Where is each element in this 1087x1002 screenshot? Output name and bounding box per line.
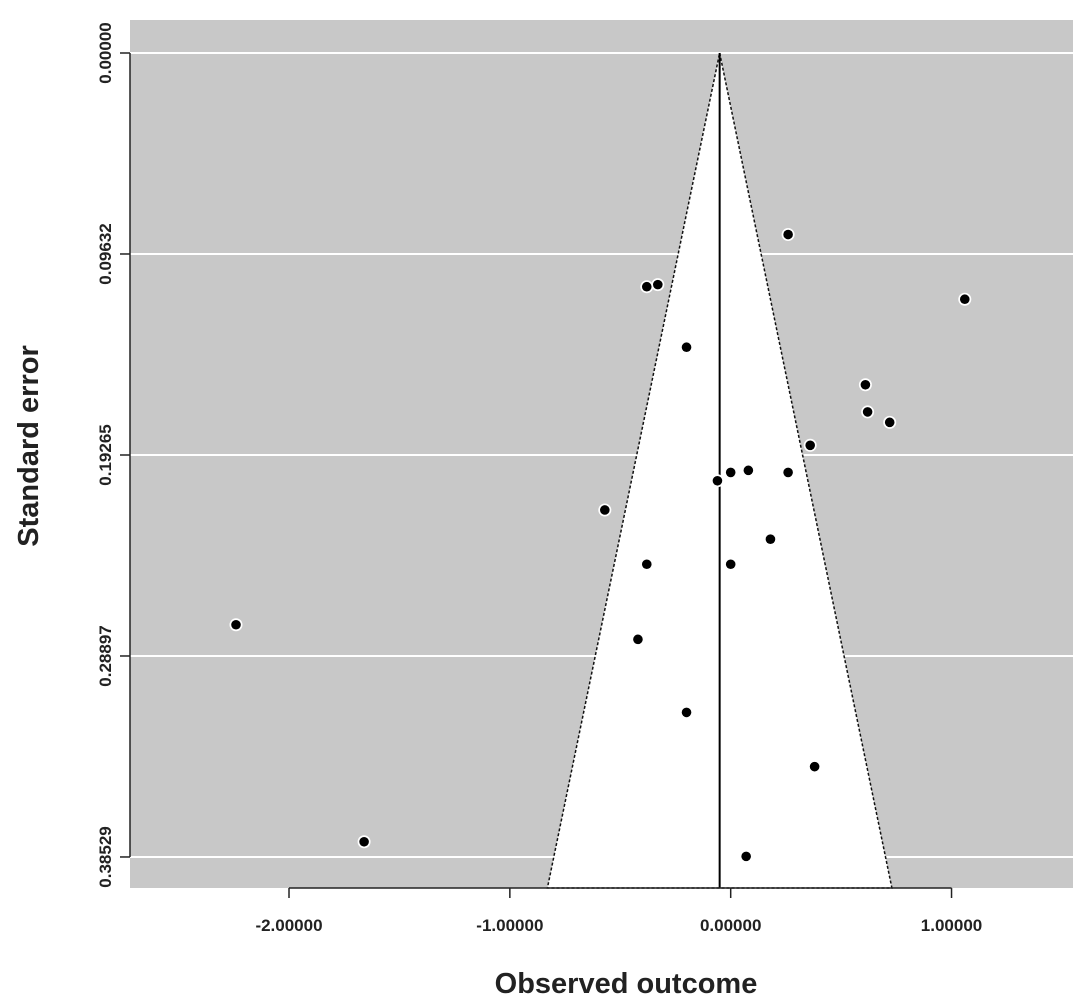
data-point (633, 634, 643, 645)
data-point (712, 475, 723, 486)
data-point (783, 229, 793, 240)
y-tick-label: 0.38529 (96, 826, 115, 887)
data-point (959, 294, 970, 305)
data-point (681, 342, 692, 353)
data-point (743, 465, 754, 476)
x-axis-title: Observed outcome (495, 968, 758, 1000)
data-point (231, 619, 241, 630)
y-tick-label: 0.28897 (96, 625, 115, 686)
data-point (741, 851, 751, 862)
data-point (359, 836, 369, 847)
data-point (884, 417, 895, 428)
data-point (653, 279, 663, 290)
data-point (725, 559, 736, 570)
data-point (725, 467, 736, 478)
data-points (229, 228, 972, 863)
y-tick-label: 0.19265 (96, 424, 115, 485)
data-point (641, 281, 652, 292)
x-tick-label: 0.00000 (700, 916, 761, 935)
data-point (805, 440, 815, 451)
data-point (641, 559, 652, 570)
x-tick-label: -1.00000 (476, 916, 543, 935)
axes: 0.00000 0.09632 0.19265 0.28897 0.38529 -2.00… (96, 22, 982, 935)
y-tick-label: 0.00000 (96, 22, 115, 83)
data-point (765, 534, 776, 544)
data-point (862, 407, 873, 417)
x-tick-label: -2.00000 (255, 916, 322, 935)
y-axis-title: Standard error (13, 345, 45, 546)
x-tick-label: 1.00000 (921, 916, 982, 935)
data-point (860, 379, 871, 390)
data-point (783, 467, 793, 478)
data-point (681, 707, 692, 718)
data-point (809, 761, 820, 772)
data-point (600, 505, 610, 515)
y-tick-label: 0.09632 (96, 223, 115, 284)
